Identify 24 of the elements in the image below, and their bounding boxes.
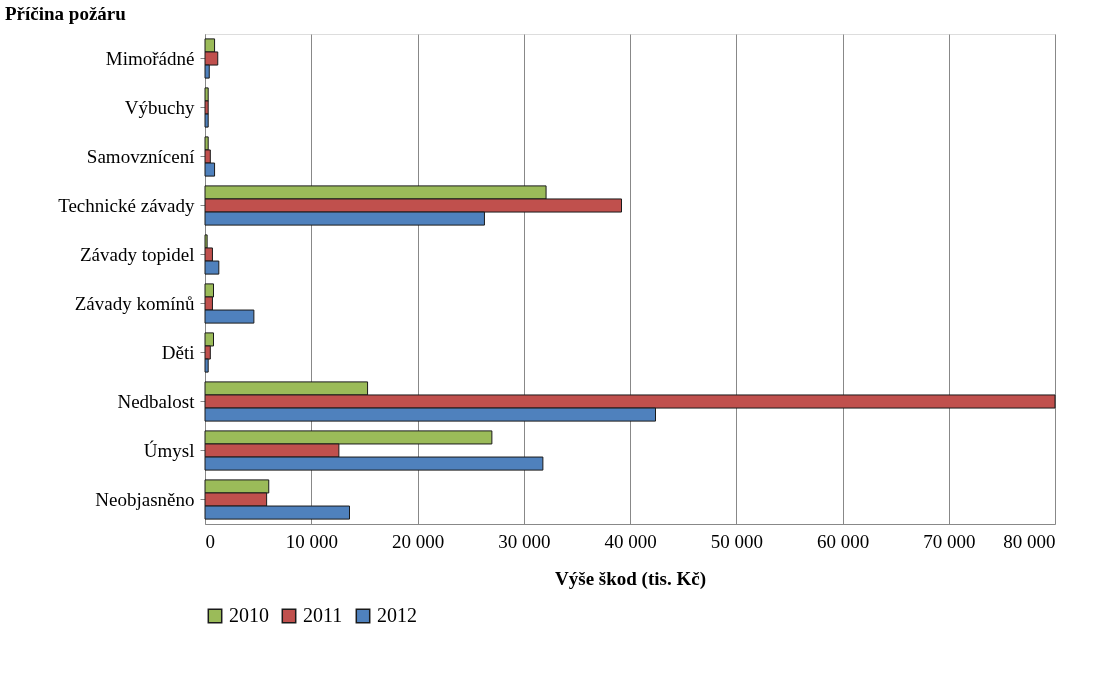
x-axis-title: Výše škod (tis. Kč) (555, 567, 706, 590)
x-tick-label: 70 000 (923, 530, 976, 552)
x-tick-label: 0 (205, 530, 215, 552)
y-tick-label: Technické závady (58, 194, 195, 216)
x-tick-label: 10 000 (285, 530, 338, 552)
legend-label: 2010 (229, 604, 269, 626)
y-tick-label: Děti (161, 341, 195, 363)
y-tick-label: Nedbalost (117, 390, 196, 412)
legend-label: 2011 (303, 604, 343, 626)
x-tick-label: 20 000 (391, 530, 445, 552)
x-tick-label: 40 000 (604, 530, 657, 552)
y-tick-label: Závady komínů (74, 292, 195, 314)
x-tick-label: 60 000 (816, 530, 870, 552)
y-tick-label: Samovznícení (86, 145, 196, 167)
y-tick-label: Výbuchy (124, 96, 195, 118)
y-tick-label: Úmysl (143, 439, 195, 461)
y-tick-label: Závady topidel (80, 243, 195, 265)
legend-label: 2012 (377, 604, 417, 626)
x-tick-label: 50 000 (710, 530, 763, 552)
x-tick-label: 30 000 (498, 530, 551, 552)
y-tick-label: Neobjasněno (95, 488, 195, 510)
chart-title: Příčina požáru (5, 3, 127, 24)
x-tick-label: 80 000 (1003, 530, 1056, 552)
y-tick-label: Mimořádné (105, 47, 195, 69)
